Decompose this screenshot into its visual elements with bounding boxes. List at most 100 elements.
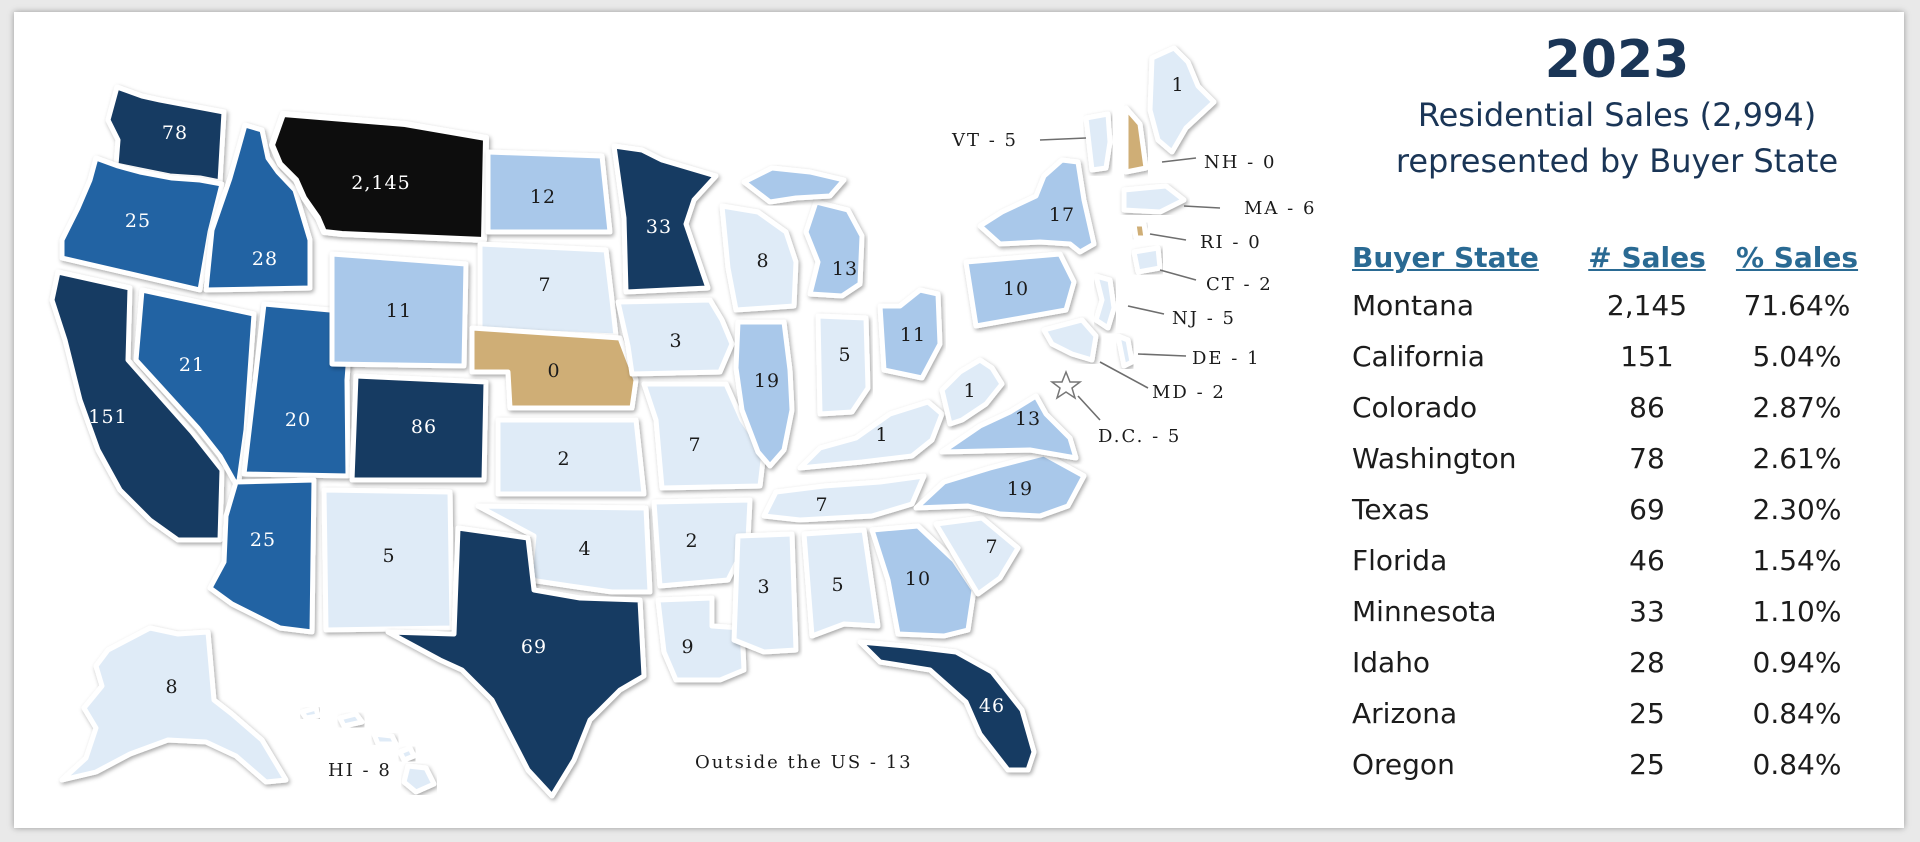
label-GA: 10 bbox=[905, 568, 931, 590]
table-row: Minnesota 33 1.10% bbox=[1352, 586, 1882, 637]
label-TN: 7 bbox=[815, 494, 828, 516]
state-AZ bbox=[207, 477, 317, 635]
leader-RI bbox=[1149, 233, 1187, 241]
state-CA bbox=[49, 269, 225, 543]
state-RI bbox=[1131, 221, 1149, 241]
state-NH bbox=[1123, 105, 1149, 175]
state-MI bbox=[803, 199, 865, 299]
subtitle-line1: Residential Sales (2,994) bbox=[1417, 96, 1817, 134]
row-count: 69 bbox=[1629, 493, 1665, 526]
callout-VT: VT - 5 bbox=[951, 130, 1018, 151]
label-ID: 28 bbox=[252, 248, 278, 270]
row-count: 33 bbox=[1629, 595, 1665, 628]
label-NV: 21 bbox=[179, 354, 205, 376]
label-UT: 20 bbox=[285, 409, 311, 431]
row-count: 25 bbox=[1629, 697, 1665, 730]
label-PA: 10 bbox=[1003, 278, 1029, 300]
state-WI bbox=[719, 203, 799, 313]
table-row: Idaho 28 0.94% bbox=[1352, 637, 1882, 688]
state-SD bbox=[477, 241, 619, 339]
label-SC: 7 bbox=[985, 536, 998, 558]
state-NV bbox=[133, 287, 257, 491]
state-HI-1 bbox=[299, 705, 321, 721]
leader-DC bbox=[1077, 395, 1101, 421]
state-PA bbox=[963, 251, 1077, 329]
state-CT bbox=[1131, 245, 1163, 275]
state-GA bbox=[869, 523, 977, 639]
year-title: 2023 bbox=[1544, 30, 1690, 90]
state-AL bbox=[801, 527, 881, 639]
callout-NH: NH - 0 bbox=[1204, 152, 1276, 173]
label-LA: 9 bbox=[681, 636, 694, 658]
table-row: Colorado 86 2.87% bbox=[1352, 382, 1882, 433]
state-IA bbox=[615, 297, 735, 377]
state-HI-3 bbox=[371, 731, 399, 747]
label-NE: 0 bbox=[547, 360, 560, 382]
row-state: Florida bbox=[1352, 544, 1448, 577]
label-MS: 3 bbox=[757, 576, 770, 598]
state-VA bbox=[939, 393, 1079, 461]
state-MT bbox=[269, 111, 489, 243]
label-WA: 78 bbox=[162, 122, 188, 144]
state-HI-2 bbox=[337, 711, 365, 729]
table-row: Arizona 25 0.84% bbox=[1352, 688, 1882, 739]
row-percent: 5.04% bbox=[1752, 340, 1842, 373]
label-IA: 3 bbox=[669, 330, 682, 352]
row-state: Texas bbox=[1352, 493, 1430, 526]
header-sales-count: # Sales bbox=[1588, 240, 1706, 274]
label-VA: 13 bbox=[1015, 408, 1041, 430]
state-MA bbox=[1121, 183, 1187, 215]
leader-DE bbox=[1137, 353, 1187, 357]
state-NE bbox=[469, 325, 639, 411]
row-state: Idaho bbox=[1352, 646, 1431, 679]
state-TX bbox=[385, 525, 647, 799]
table-row: Texas 69 2.30% bbox=[1352, 484, 1882, 535]
row-state: Arizona bbox=[1352, 697, 1458, 730]
row-state: Minnesota bbox=[1352, 595, 1497, 628]
label-MO: 7 bbox=[688, 434, 701, 456]
label-MN: 33 bbox=[646, 216, 672, 238]
label-AK: 8 bbox=[165, 676, 178, 698]
state-NY bbox=[977, 157, 1097, 255]
state-ND bbox=[485, 149, 613, 235]
label-AZ: 25 bbox=[250, 529, 276, 551]
table-row: Montana 2,145 71.64% bbox=[1352, 280, 1882, 331]
label-NC: 19 bbox=[1007, 478, 1033, 500]
row-count: 28 bbox=[1629, 646, 1665, 679]
sales-table: Buyer State # Sales % Sales Montana 2,14… bbox=[1352, 234, 1882, 790]
row-percent: 0.94% bbox=[1752, 646, 1842, 679]
label-TX: 69 bbox=[521, 636, 547, 658]
row-percent: 2.87% bbox=[1752, 391, 1842, 424]
callout-MA: MA - 6 bbox=[1244, 198, 1316, 219]
callout-DE: DE - 1 bbox=[1192, 348, 1261, 369]
state-FL bbox=[857, 639, 1037, 773]
label-KS: 2 bbox=[557, 448, 570, 470]
label-ND: 12 bbox=[530, 186, 556, 208]
header-sales-percent: % Sales bbox=[1735, 240, 1859, 274]
subtitle-line2: represented by Buyer State bbox=[1395, 142, 1839, 180]
state-CO bbox=[349, 373, 489, 483]
state-NJ bbox=[1093, 273, 1117, 331]
row-state: Colorado bbox=[1352, 391, 1478, 424]
state-MS bbox=[731, 531, 799, 655]
table-row: Oregon 25 0.84% bbox=[1352, 739, 1882, 790]
state-SC bbox=[933, 515, 1021, 597]
state-NC bbox=[913, 451, 1087, 519]
row-percent: 1.10% bbox=[1752, 595, 1842, 628]
state-ID bbox=[203, 122, 313, 293]
callout-CT: CT - 2 bbox=[1206, 274, 1273, 295]
row-state: Oregon bbox=[1352, 748, 1455, 781]
state-HI-4 bbox=[397, 745, 417, 763]
row-percent: 0.84% bbox=[1752, 697, 1842, 730]
label-AL: 5 bbox=[831, 574, 844, 596]
callout-outside: Outside the US - 13 bbox=[695, 752, 913, 773]
state-LA bbox=[655, 595, 747, 683]
label-IL: 19 bbox=[754, 370, 780, 392]
state-ME bbox=[1147, 45, 1217, 155]
row-percent: 0.84% bbox=[1752, 748, 1842, 781]
state-OH bbox=[877, 287, 943, 381]
state-OK bbox=[475, 503, 653, 595]
label-CA: 151 bbox=[88, 406, 127, 428]
state-MI-UP bbox=[741, 165, 847, 205]
